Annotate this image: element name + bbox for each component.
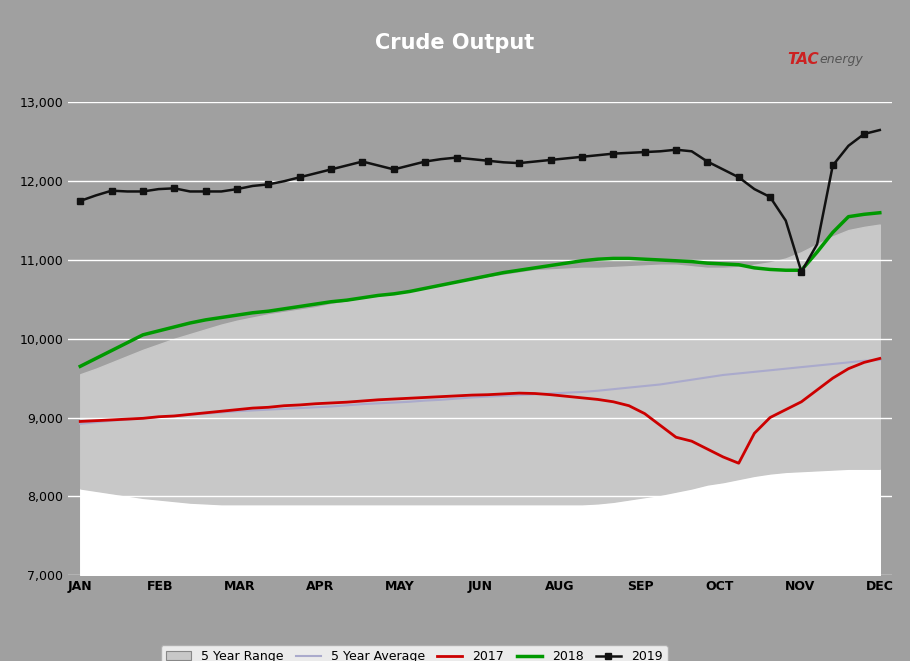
Legend: 5 Year Range, 5 Year Average, 2017, 2018, 2019: 5 Year Range, 5 Year Average, 2017, 2018… xyxy=(161,645,668,661)
Text: Crude Output: Crude Output xyxy=(375,33,535,53)
Text: energy: energy xyxy=(819,53,863,66)
Text: TAC: TAC xyxy=(787,52,819,67)
